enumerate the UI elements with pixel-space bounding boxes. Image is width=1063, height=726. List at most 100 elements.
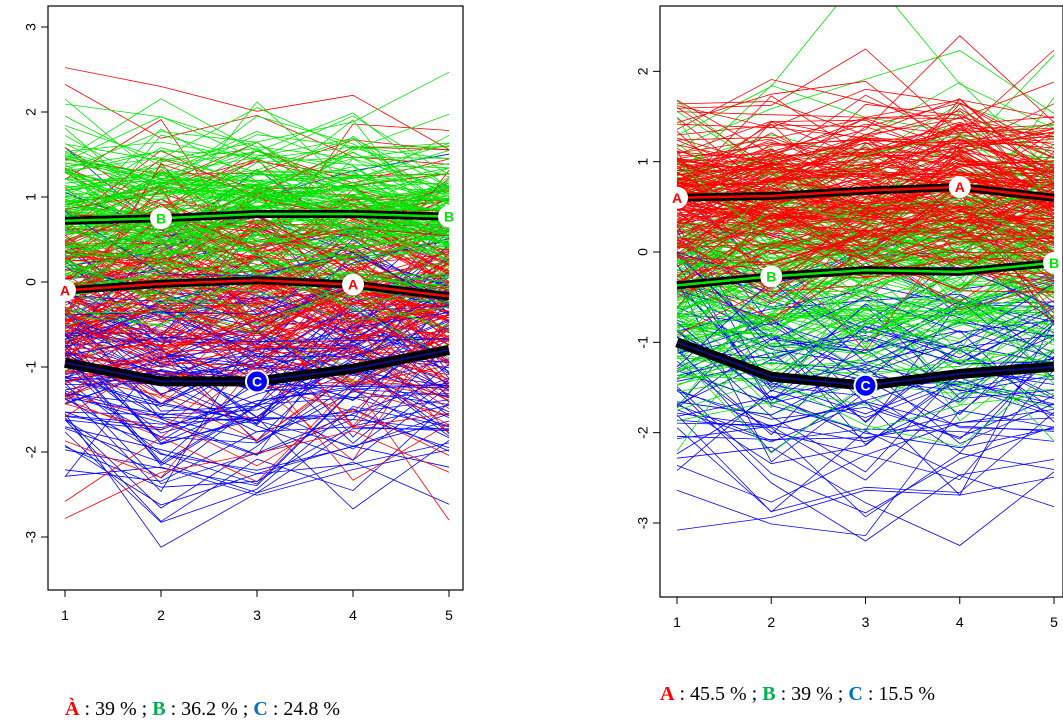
caption-letter-b: B <box>762 683 776 705</box>
trajectory-b <box>64 156 450 222</box>
trajectory-c <box>64 389 450 487</box>
trajectory-a <box>64 84 450 165</box>
trajectory-b <box>676 196 1055 256</box>
trajectory-a <box>64 297 450 386</box>
trajectory-b <box>64 143 450 206</box>
trajectory-c <box>676 386 1055 514</box>
trajectory-b <box>64 150 450 174</box>
trajectory-a <box>676 166 1055 273</box>
trajectory-c <box>676 446 1055 546</box>
trajectory-b <box>64 157 450 212</box>
trajectory-b <box>64 258 450 288</box>
trajectory-c <box>64 327 450 418</box>
trajectory-b <box>676 275 1055 353</box>
trajectory-b <box>64 201 450 236</box>
x-tick-label: 4 <box>349 607 357 623</box>
trajectory-c <box>676 414 1055 513</box>
caption-letter-b: B <box>152 698 166 720</box>
trajectory-b <box>676 367 1055 447</box>
trajectory-a <box>64 296 450 381</box>
trajectory-c <box>64 314 450 405</box>
trajectory-a <box>676 250 1055 305</box>
trajectory-b <box>676 181 1055 292</box>
trajectory-b <box>676 325 1055 391</box>
trajectory-b <box>676 284 1055 340</box>
trajectory-a <box>64 331 450 416</box>
trajectory-a <box>676 80 1055 155</box>
y-tick-label: 1 <box>635 158 651 166</box>
trajectory-b <box>64 271 450 359</box>
trajectory-a <box>64 67 450 150</box>
trajectory-a <box>676 117 1055 168</box>
y-tick-label: -1 <box>23 361 39 374</box>
mean-line-b <box>676 261 1055 287</box>
trajectory-b <box>64 215 450 257</box>
trajectory-b <box>676 207 1055 284</box>
trajectory-b <box>676 289 1055 393</box>
point-label-a: A <box>54 279 76 302</box>
caption-value-a: : 45.5 % ; <box>674 683 763 705</box>
trajectory-b <box>64 115 450 198</box>
y-tick-label: 3 <box>23 23 39 31</box>
trajectory-b <box>676 258 1055 343</box>
trajectory-b <box>64 103 450 159</box>
trajectory-b <box>64 205 450 317</box>
trajectory-a <box>676 160 1055 182</box>
trajectory-c <box>64 442 450 506</box>
trajectory-a <box>676 35 1055 155</box>
trajectory-a <box>64 298 450 368</box>
trajectory-a <box>676 226 1055 288</box>
point-label-a: A <box>948 175 971 198</box>
trajectory-c <box>676 252 1055 365</box>
trajectory-a <box>64 267 450 297</box>
trajectory-c <box>676 411 1055 512</box>
trajectory-c <box>676 280 1055 368</box>
trajectory-a <box>64 297 450 397</box>
trajectory-a <box>64 393 450 467</box>
trajectory-c <box>676 264 1055 416</box>
trajectory-b <box>64 175 450 254</box>
trajectory-a <box>64 373 450 441</box>
svg-text:B: B <box>1049 255 1059 271</box>
trajectory-b <box>676 243 1055 367</box>
x-tick-label: 4 <box>956 614 964 630</box>
trajectory-b <box>64 214 450 265</box>
trajectory-a <box>64 219 450 282</box>
chart-panel-0: A A B B C 3 2 1 0 -1 -2 -3 1 2 3 4 5 <box>23 5 464 623</box>
svg-text:B: B <box>766 268 776 284</box>
trajectory-b <box>64 98 450 181</box>
caption-letter-c: C <box>253 698 268 720</box>
mean-line-b <box>64 212 450 223</box>
trajectory-c <box>64 210 450 306</box>
x-tick-label: 1 <box>61 607 69 623</box>
trajectory-a <box>64 303 450 367</box>
x-tick-label: 2 <box>767 614 775 630</box>
point-label-c: C <box>245 369 269 394</box>
mean-line-a <box>64 279 450 298</box>
trajectory-c <box>64 243 450 345</box>
trajectory-a <box>676 156 1055 220</box>
trajectory-a <box>676 159 1055 177</box>
y-tick-label: -3 <box>635 517 651 530</box>
trajectory-b <box>676 6 1055 136</box>
trajectory-a <box>676 103 1055 211</box>
trajectory-a <box>676 224 1055 294</box>
trajectory-a <box>64 288 450 346</box>
trajectory-c <box>64 449 450 496</box>
trajectory-c <box>676 417 1055 440</box>
point-label-c: C <box>853 373 878 398</box>
trajectory-b <box>64 137 450 188</box>
trajectory-a <box>64 430 450 519</box>
trajectory-a <box>64 302 450 352</box>
trajectory-c <box>676 321 1055 496</box>
trajectory-a <box>676 182 1055 253</box>
chart-panel-1: A A B B C 2 1 0 -1 -2 -3 1 2 3 4 5 <box>635 5 1063 630</box>
trajectory-c <box>676 336 1055 436</box>
trajectory-c <box>676 389 1055 443</box>
trajectory-b <box>64 248 450 312</box>
svg-text:B: B <box>444 209 454 225</box>
y-tick-label: 1 <box>23 193 39 201</box>
trajectory-a <box>64 310 450 396</box>
y-tick-label: 0 <box>635 248 651 256</box>
caption-right: A : 45.5 % ; B : 39 % ; C : 15.5 % <box>660 683 935 706</box>
